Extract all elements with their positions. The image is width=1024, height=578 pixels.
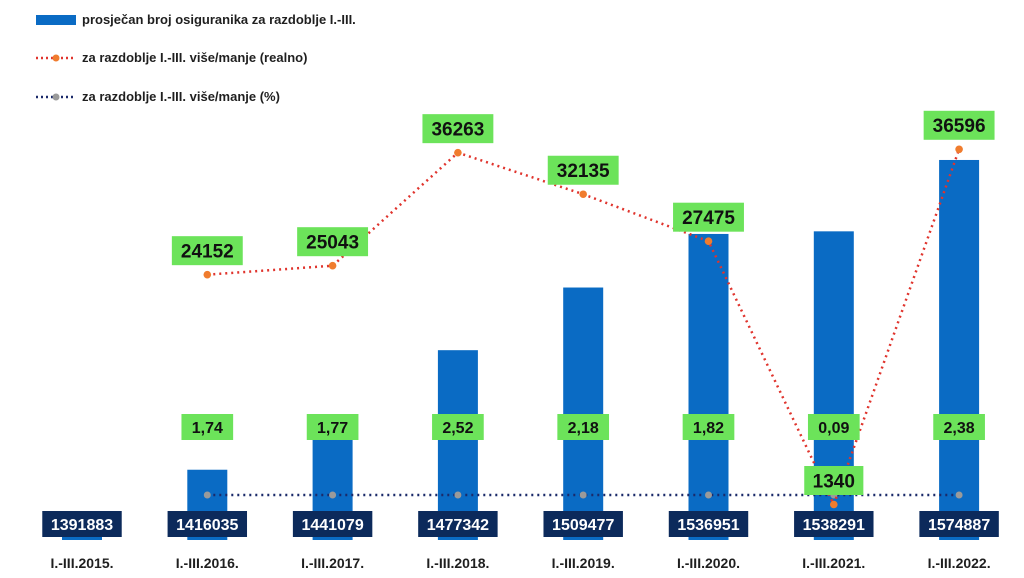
data-label-realno: 25043 xyxy=(306,233,359,254)
x-tick-label: I.-III.2018. xyxy=(426,555,489,571)
legend-bar-label: prosječan broj osiguranika za razdoblje … xyxy=(82,12,356,27)
data-label-bar-box xyxy=(668,511,749,537)
data-label-realno-box xyxy=(171,236,243,266)
bar xyxy=(563,287,604,540)
data-label-realno-box xyxy=(804,465,864,495)
data-label-pct: 2,52 xyxy=(442,420,473,437)
data-label-bar-box xyxy=(543,511,623,537)
point-pct xyxy=(579,491,587,499)
data-label-bar: 1538291 xyxy=(803,517,865,534)
legend-realno-swatch xyxy=(36,53,76,63)
x-tick-label: I.-III.2020. xyxy=(677,555,740,571)
point-pct xyxy=(454,491,462,499)
data-label-realno-box xyxy=(297,227,369,257)
point-realno xyxy=(579,190,587,199)
point-pct xyxy=(203,491,211,499)
data-label-pct-box xyxy=(682,414,735,440)
legend-item-realno: za razdoblje I.-III. više/manje (realno) xyxy=(36,50,307,65)
x-tick-label: I.-III.2022. xyxy=(928,555,991,571)
legend-item-bar: prosječan broj osiguranika za razdoblje … xyxy=(36,12,356,27)
point-realno xyxy=(704,237,713,245)
legend-realno-label: za razdoblje I.-III. više/manje (realno) xyxy=(82,50,308,65)
data-label-realno-box xyxy=(673,202,744,232)
data-label-pct: 1,74 xyxy=(192,420,223,437)
data-label-bar: 1574887 xyxy=(928,517,990,534)
data-label-realno: 27475 xyxy=(682,208,735,229)
data-label-pct: 0,09 xyxy=(818,420,849,437)
point-realno xyxy=(454,148,462,157)
point-pct xyxy=(955,491,963,499)
data-label-pct: 2,38 xyxy=(944,420,975,437)
data-label-bar-box xyxy=(42,511,122,537)
data-label-pct: 2,18 xyxy=(568,420,599,437)
x-tick-label: I.-III.2017. xyxy=(301,555,364,571)
data-label-realno: 32135 xyxy=(557,161,610,182)
data-label-pct-box xyxy=(557,414,610,440)
data-label-pct-box xyxy=(181,414,234,440)
data-label-pct: 1,82 xyxy=(693,420,724,437)
data-label-bar-box xyxy=(167,511,248,537)
data-label-pct-box xyxy=(807,414,860,440)
data-label-realno-box xyxy=(923,110,995,140)
data-label-realno: 36596 xyxy=(933,116,986,137)
data-label-bar-box xyxy=(292,511,373,537)
legend-item-pct: za razdoblje I.-III. više/manje (%) xyxy=(36,89,280,104)
data-label-bar-box xyxy=(418,511,498,537)
data-label-realno-box xyxy=(422,114,494,144)
data-label-bar-box xyxy=(794,511,874,537)
data-label-bar: 1477342 xyxy=(427,517,489,534)
bar xyxy=(939,159,980,541)
point-realno xyxy=(203,270,212,279)
data-label-bar: 1441079 xyxy=(301,517,363,534)
data-label-bar: 1536951 xyxy=(677,517,739,534)
point-realno xyxy=(955,145,963,154)
data-label-bar: 1391883 xyxy=(51,517,113,534)
data-label-pct-box xyxy=(306,414,359,440)
point-pct xyxy=(329,491,337,499)
x-tick-label: I.-III.2021. xyxy=(802,555,865,571)
data-label-realno: 24152 xyxy=(181,242,234,263)
data-label-pct-box xyxy=(933,414,985,440)
point-realno xyxy=(830,500,838,509)
data-label-bar: 1509477 xyxy=(552,517,614,534)
data-label-pct: 1,77 xyxy=(317,420,348,437)
bar xyxy=(437,350,478,540)
data-label-realno: 36263 xyxy=(431,119,484,140)
point-pct xyxy=(705,491,712,499)
data-label-realno-box xyxy=(547,155,619,185)
bar xyxy=(688,233,729,540)
point-realno xyxy=(328,261,337,270)
legend-pct-label: za razdoblje I.-III. više/manje (%) xyxy=(82,89,280,104)
x-tick-label: I.-III.2015. xyxy=(50,555,113,571)
legend-bar-swatch xyxy=(36,14,76,25)
x-tick-label: I.-III.2016. xyxy=(176,555,239,571)
data-label-realno: 1340 xyxy=(813,471,855,492)
legend-pct-swatch xyxy=(36,92,76,102)
data-label-bar: 1416035 xyxy=(176,517,238,534)
data-label-pct-box xyxy=(432,414,484,440)
data-label-bar-box xyxy=(919,511,999,537)
x-tick-label: I.-III.2019. xyxy=(552,555,615,571)
